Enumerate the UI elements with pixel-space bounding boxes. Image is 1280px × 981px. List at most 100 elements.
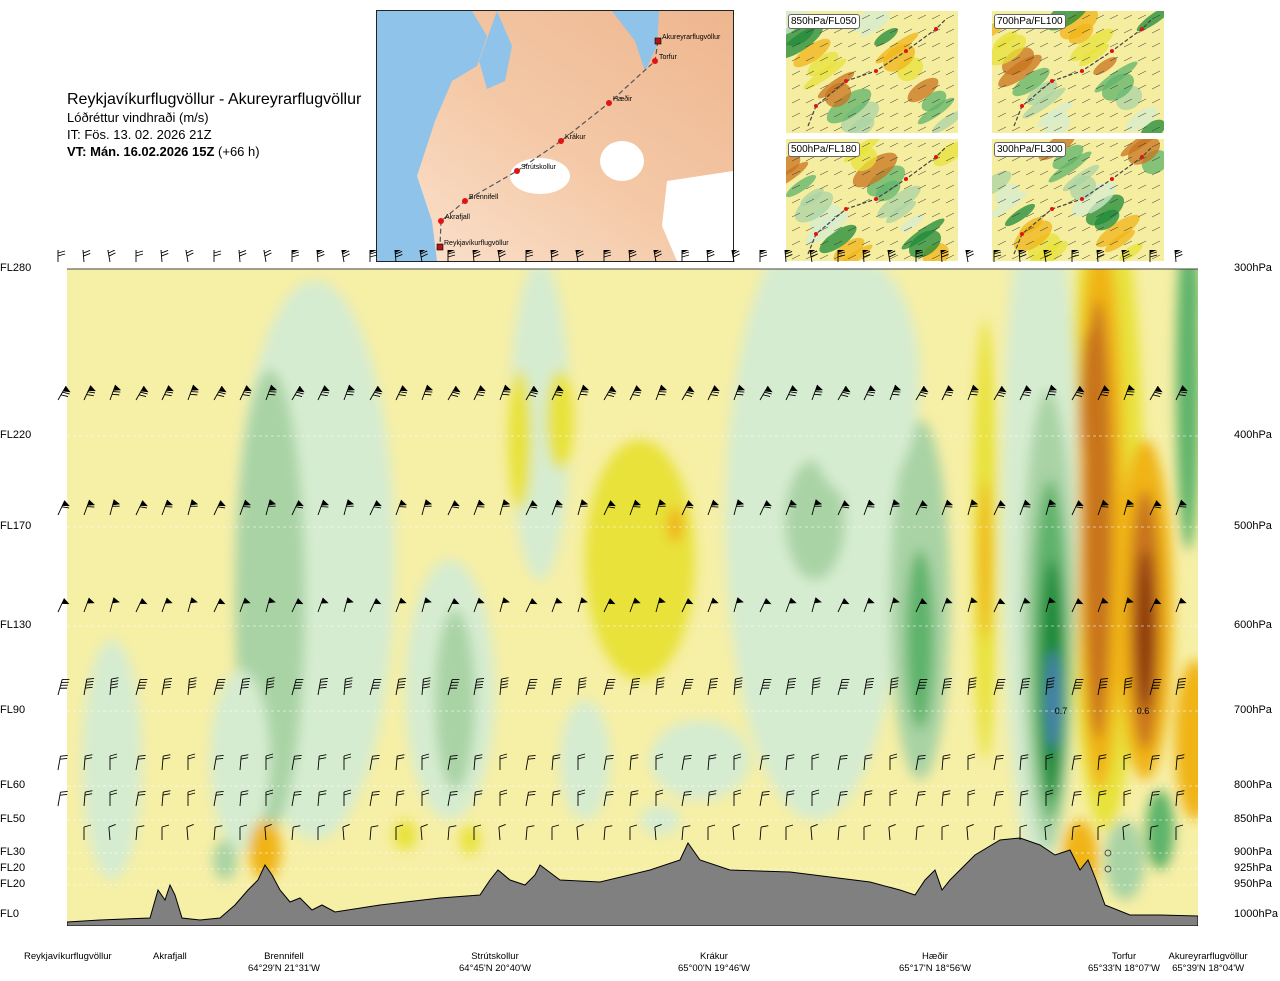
level-map-barb	[1067, 28, 1077, 34]
level-map-barb	[1109, 198, 1119, 204]
level-map-barb	[833, 56, 843, 62]
level-map-barb	[861, 42, 871, 48]
level-map-barb	[819, 212, 829, 218]
wind-barb	[369, 678, 382, 696]
level-map-barb	[1123, 126, 1133, 132]
level-map-barb	[875, 42, 885, 48]
level-map-barb	[889, 14, 899, 20]
wind-barb	[551, 790, 561, 807]
level-map-barb	[1151, 112, 1161, 118]
level-map-barb	[903, 212, 913, 218]
level-map-barb	[931, 142, 941, 148]
wind-barb	[551, 385, 564, 401]
wind-barb	[863, 678, 875, 696]
level-map-barb	[1095, 156, 1105, 162]
level-map-barb	[903, 84, 913, 90]
wind-barb	[421, 597, 432, 613]
wind-barb	[109, 384, 122, 401]
wind-barb	[1071, 678, 1084, 696]
wind-cell	[650, 720, 750, 800]
wind-barb	[628, 250, 637, 263]
level-map-barb	[903, 126, 913, 132]
wind-barb	[1071, 825, 1081, 841]
level-map-barb	[1081, 28, 1091, 34]
level-map-barb	[1039, 126, 1049, 132]
wind-barb	[1123, 384, 1136, 401]
wind-barb	[187, 753, 196, 770]
wind-barb	[837, 385, 851, 401]
level-map-barb	[1067, 156, 1077, 162]
wind-barb	[785, 678, 797, 696]
level-map-barb	[1123, 240, 1133, 246]
location-label: Akrafjall	[153, 951, 187, 963]
wind-barb	[577, 597, 588, 613]
wind-cell	[1175, 660, 1198, 820]
level-map-barb	[861, 126, 871, 132]
level-map-barb	[997, 198, 1007, 204]
level-map-barb	[1109, 240, 1119, 246]
wind-barb	[447, 500, 460, 516]
map-fjord	[479, 11, 512, 89]
wind-barb	[265, 499, 277, 516]
level-map-barb	[1151, 226, 1161, 232]
level-map-barb	[889, 28, 899, 34]
level-map-cell	[1093, 56, 1117, 76]
level-map-barb	[861, 170, 871, 176]
level-map-barb	[1011, 56, 1021, 62]
level-map-barb	[1053, 226, 1063, 232]
level-map-barb	[889, 240, 899, 246]
level-map-barb	[1109, 226, 1119, 232]
wind-barb	[863, 385, 876, 401]
wind-barb	[1149, 825, 1159, 841]
wind-barb	[1071, 598, 1084, 613]
level-map-barb	[997, 56, 1007, 62]
level-map-barb	[945, 112, 955, 118]
wind-barb	[499, 597, 510, 613]
level-map-barb	[1053, 70, 1063, 76]
location-name: Hæðir	[922, 951, 948, 962]
wind-barb	[1120, 250, 1130, 263]
level-map-barb	[903, 28, 913, 34]
level-map-barb	[1081, 142, 1091, 148]
level-map-barb	[889, 170, 899, 176]
level-map-barb	[1151, 84, 1161, 90]
level-map-barb	[861, 56, 871, 62]
level-map-barb	[1095, 98, 1105, 104]
wind-barb	[889, 384, 902, 401]
wind-barb	[1071, 385, 1085, 401]
level-map-barb	[931, 112, 941, 118]
level-map-barb	[903, 112, 913, 118]
level-map-barb	[1095, 112, 1105, 118]
level-map-barb	[1109, 70, 1119, 76]
level-map-cell	[1059, 11, 1099, 40]
level-map-cell	[877, 185, 921, 219]
wind-barb	[993, 678, 1006, 696]
level-map-barb	[931, 126, 941, 132]
level-map-barb	[1053, 254, 1063, 260]
wind-barb	[83, 824, 92, 840]
wind-barb	[655, 753, 664, 770]
wind-barb	[967, 789, 976, 806]
wind-barb	[733, 597, 744, 613]
wind-barb	[966, 824, 974, 841]
level-map-cell	[859, 14, 891, 38]
wind-cell	[249, 820, 281, 880]
wind-cell	[508, 370, 532, 510]
level-map-barb	[1025, 254, 1035, 260]
level-map-barb	[931, 212, 941, 218]
wind-barb	[213, 500, 226, 516]
level-map-barb	[917, 226, 927, 232]
level-map-barb	[1137, 42, 1147, 48]
level-map-barb	[997, 240, 1007, 246]
vertical-wind-field	[82, 269, 1198, 900]
map-airport-marker	[654, 37, 662, 45]
wind-barb	[1175, 824, 1184, 840]
level-map-barb	[1081, 170, 1091, 176]
wind-barb	[473, 754, 483, 771]
wind-barb	[603, 250, 612, 262]
wind-barb	[213, 385, 227, 401]
level-map-barb	[861, 226, 871, 232]
level-map-cell	[786, 174, 817, 198]
level-map-barb	[1123, 98, 1133, 104]
wind-barb	[707, 790, 717, 807]
